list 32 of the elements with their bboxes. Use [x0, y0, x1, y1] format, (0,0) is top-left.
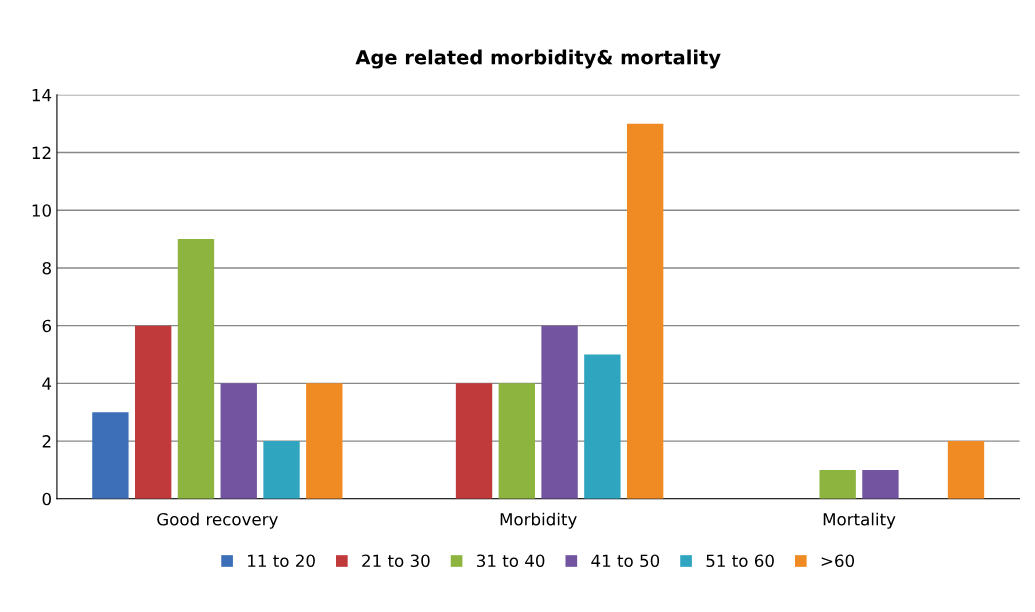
y-tick-label: 10 [32, 204, 51, 217]
bar [626, 123, 664, 499]
bar [455, 383, 493, 499]
y-tick-label: 0 [42, 492, 51, 506]
x-tick-label: Good recovery [157, 512, 278, 529]
bar [263, 441, 300, 499]
y-tick-label: 2 [42, 435, 51, 448]
bar [177, 239, 215, 499]
y-tick-label: 14 [32, 89, 52, 102]
bar [819, 469, 856, 499]
legend-label: >60 [821, 554, 855, 568]
chart-title: Age related morbidity& mortality [355, 49, 721, 69]
y-tick-label: 6 [42, 319, 52, 333]
y-tick-label: 8 [42, 261, 51, 275]
bar [306, 383, 343, 499]
bar [541, 325, 578, 499]
bar [92, 412, 129, 499]
legend-label: 11 to 20 [248, 554, 315, 568]
legend-label: 41 to 50 [591, 554, 660, 568]
bar [498, 383, 535, 499]
bar [584, 354, 621, 499]
y-tick-label: 12 [32, 146, 51, 159]
bar [135, 325, 172, 499]
x-tick-label: Mortality [823, 512, 896, 529]
bar [947, 441, 985, 499]
bar [220, 383, 257, 499]
x-tick-label: Morbidity [500, 512, 577, 529]
legend-label: 31 to 40 [477, 554, 545, 568]
y-tick-label: 4 [42, 377, 52, 390]
legend-label: 21 to 30 [362, 554, 430, 568]
bar [862, 469, 899, 499]
legend-label: 51 to 60 [706, 554, 774, 568]
